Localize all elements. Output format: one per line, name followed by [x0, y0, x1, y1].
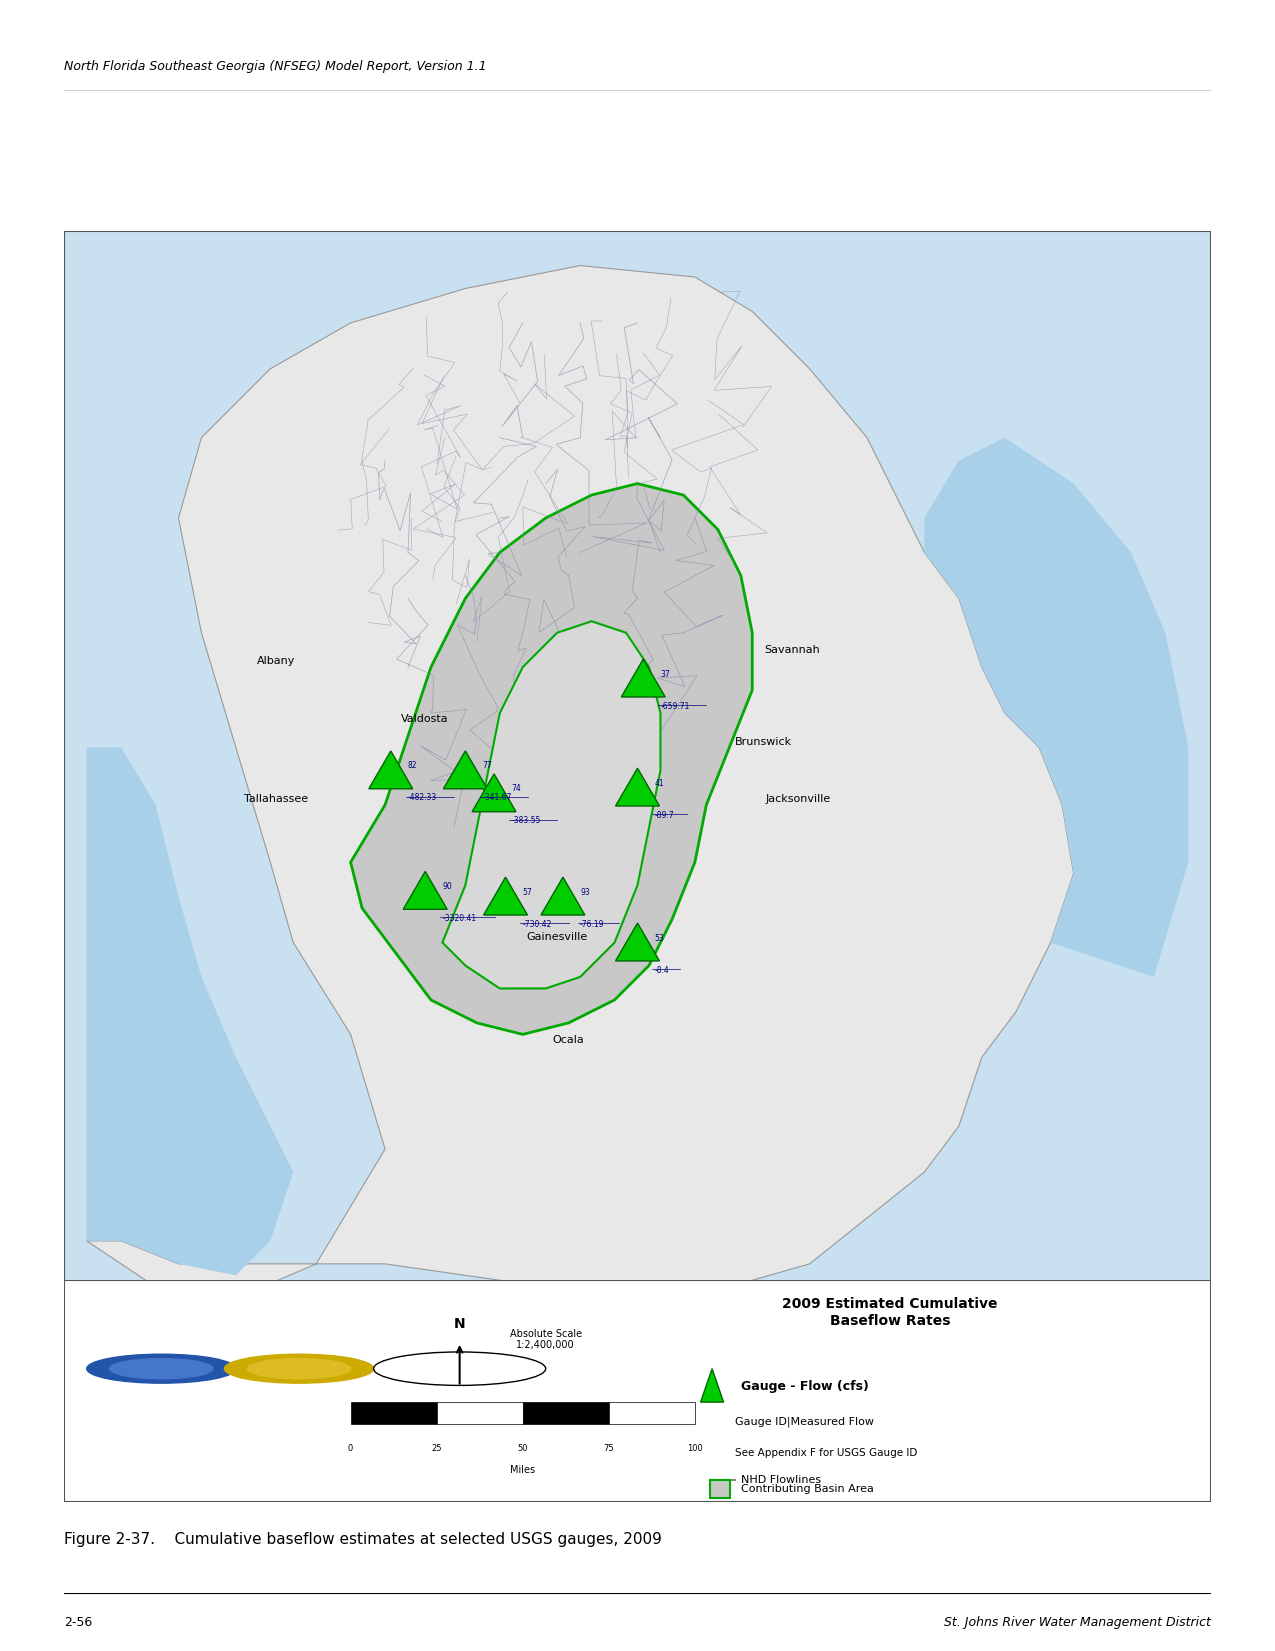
Text: -76.19: -76.19: [580, 920, 604, 928]
Text: Ocala: Ocala: [553, 1035, 584, 1045]
Polygon shape: [924, 438, 1188, 977]
Text: St. Johns River Water Management District: St. Johns River Water Management Distric…: [945, 1616, 1211, 1628]
Bar: [351, 1402, 436, 1425]
Circle shape: [87, 1354, 236, 1384]
Text: -383.55: -383.55: [511, 816, 541, 826]
Bar: [436, 1402, 523, 1425]
Polygon shape: [444, 751, 487, 789]
Polygon shape: [701, 1369, 724, 1402]
Text: 37: 37: [660, 670, 671, 679]
Polygon shape: [621, 659, 666, 697]
Text: Valdosta: Valdosta: [402, 713, 449, 723]
Text: 2-56: 2-56: [64, 1616, 92, 1628]
Circle shape: [224, 1354, 374, 1384]
Polygon shape: [541, 877, 585, 915]
Text: -482.33: -482.33: [408, 794, 437, 802]
Text: Gauge - Flow (cfs): Gauge - Flow (cfs): [741, 1380, 868, 1393]
Text: -730.42: -730.42: [523, 920, 552, 928]
Text: -659.71: -659.71: [660, 702, 690, 710]
Bar: [710, 1481, 731, 1497]
Bar: [609, 1402, 695, 1425]
Text: Savannah: Savannah: [765, 646, 820, 655]
Text: See Appendix F for USGS Gauge ID: See Appendix F for USGS Gauge ID: [734, 1448, 918, 1458]
Text: Brunswick: Brunswick: [736, 736, 792, 746]
Polygon shape: [368, 751, 413, 789]
Text: -8.4: -8.4: [655, 966, 669, 974]
Text: 74: 74: [511, 784, 521, 794]
Text: Tallahassee: Tallahassee: [244, 794, 309, 804]
Text: Gauge ID|Measured Flow: Gauge ID|Measured Flow: [734, 1417, 875, 1428]
Text: -89.7: -89.7: [655, 811, 674, 819]
Polygon shape: [483, 877, 528, 915]
Text: 2009 Estimated Cumulative
Baseflow Rates: 2009 Estimated Cumulative Baseflow Rates: [782, 1298, 998, 1327]
Text: 0: 0: [348, 1445, 353, 1453]
Circle shape: [110, 1359, 213, 1379]
Text: Figure 2-37.    Cumulative baseflow estimates at selected USGS gauges, 2009: Figure 2-37. Cumulative baseflow estimat…: [64, 1532, 662, 1547]
Polygon shape: [351, 484, 752, 1035]
Circle shape: [247, 1359, 351, 1379]
Text: 77: 77: [482, 761, 492, 771]
Polygon shape: [87, 748, 293, 1275]
Text: 41: 41: [655, 779, 664, 788]
Text: Gainesville: Gainesville: [527, 931, 588, 941]
Text: 90: 90: [442, 882, 453, 892]
Text: Contributing Basin Area: Contributing Basin Area: [741, 1484, 873, 1494]
Text: Miles: Miles: [510, 1466, 536, 1476]
Bar: [523, 1402, 609, 1425]
Polygon shape: [403, 872, 448, 910]
Polygon shape: [442, 621, 660, 989]
Text: 75: 75: [603, 1445, 615, 1453]
Polygon shape: [472, 774, 516, 812]
Text: North Florida Southeast Georgia (NFSEG) Model Report, Version 1.1: North Florida Southeast Georgia (NFSEG) …: [64, 59, 486, 73]
Text: Albany: Albany: [256, 657, 296, 667]
Text: 100: 100: [687, 1445, 703, 1453]
Text: -341.67: -341.67: [482, 794, 513, 802]
Text: 93: 93: [580, 888, 590, 896]
Text: N: N: [454, 1317, 465, 1331]
Text: 50: 50: [518, 1445, 528, 1453]
Text: 57: 57: [523, 888, 533, 896]
Text: 25: 25: [431, 1445, 442, 1453]
Text: Jacksonville: Jacksonville: [765, 794, 831, 804]
Text: Absolute Scale
1:2,400,000: Absolute Scale 1:2,400,000: [510, 1329, 581, 1351]
Text: -3320.41: -3320.41: [442, 915, 477, 923]
Polygon shape: [616, 768, 659, 806]
Text: 82: 82: [408, 761, 417, 771]
Text: NHD Flowlines: NHD Flowlines: [741, 1474, 821, 1486]
Polygon shape: [616, 923, 659, 961]
Text: 53: 53: [655, 933, 664, 943]
Polygon shape: [87, 266, 1074, 1298]
